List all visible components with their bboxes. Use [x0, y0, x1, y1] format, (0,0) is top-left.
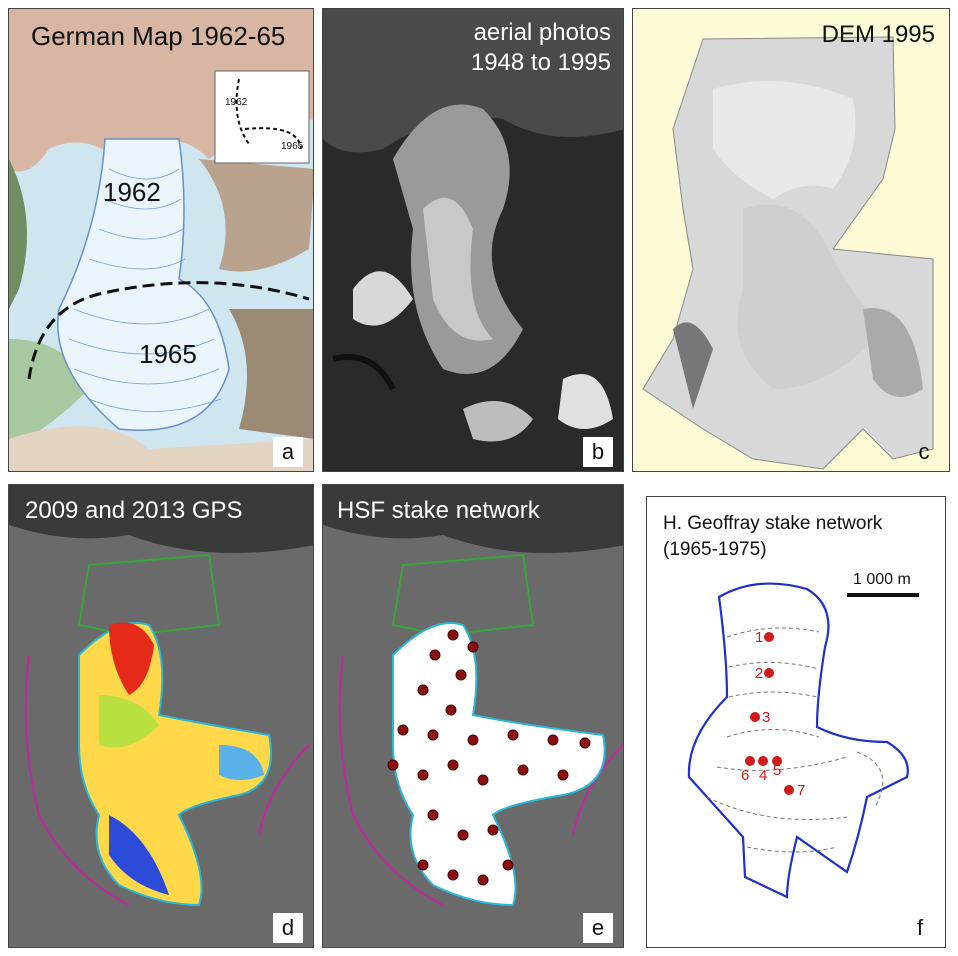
- panel-f-title-line1: H. Geoffray stake network: [663, 513, 883, 534]
- geoffray-map-drawing: 1 2 3 4 5 6 7: [687, 582, 919, 899]
- gps-velocity-image: [9, 485, 313, 947]
- panel-d-letter: d: [273, 913, 303, 943]
- inset-1962-label: 1962: [225, 97, 248, 108]
- stake-4-label: 4: [759, 767, 767, 784]
- panel-b-letter: b: [583, 437, 613, 467]
- scale-bar-label: 1 000 m: [853, 571, 911, 588]
- panel-a-title: German Map 1962-65: [31, 21, 286, 51]
- panel-f-title-line2: (1965-1975): [663, 539, 767, 560]
- stake-6-label: 6: [741, 767, 749, 784]
- panel-e-hsf-network: HSF stake network e: [322, 484, 624, 948]
- panel-a-german-map: German Map 1962-65 1962 1965 1962 1965 a: [8, 8, 314, 472]
- inset-1965-label: 1965: [281, 141, 304, 152]
- panel-b-title-line2: 1948 to 1995: [470, 49, 611, 76]
- panel-b-title-line1: aerial photos: [473, 19, 611, 46]
- panel-c-title: DEM 1995: [821, 21, 935, 48]
- year-1965-label: 1965: [139, 339, 197, 369]
- panel-e-title: HSF stake network: [337, 497, 540, 524]
- panel-b-aerial-photos: aerial photos 1948 to 1995 b: [322, 8, 624, 472]
- year-1962-label: 1962: [103, 177, 161, 207]
- panel-e-letter: e: [583, 913, 613, 943]
- stake-5-label: 5: [773, 762, 781, 779]
- panel-f-letter: f: [905, 913, 935, 943]
- panel-c-dem: DEM 1995 c: [632, 8, 950, 472]
- topographic-map-image: [9, 9, 313, 471]
- stake-7-label: 7: [797, 782, 805, 799]
- panel-d-title: 2009 and 2013 GPS: [25, 497, 243, 524]
- panel-c-letter: c: [918, 439, 930, 464]
- hsf-stake-map-image: [323, 485, 623, 947]
- panel-d-gps: 2009 and 2013 GPS d: [8, 484, 314, 948]
- stake-2-label: 2: [755, 665, 763, 682]
- aerial-photo-image: [323, 9, 623, 471]
- panel-f-geoffray-network: H. Geoffray stake network (1965-1975) 1 …: [646, 496, 946, 948]
- stake-1-label: 1: [755, 629, 763, 646]
- panel-a-letter: a: [273, 437, 303, 467]
- stake-3-label: 3: [762, 709, 770, 726]
- dem-hillshade-image: [642, 36, 934, 470]
